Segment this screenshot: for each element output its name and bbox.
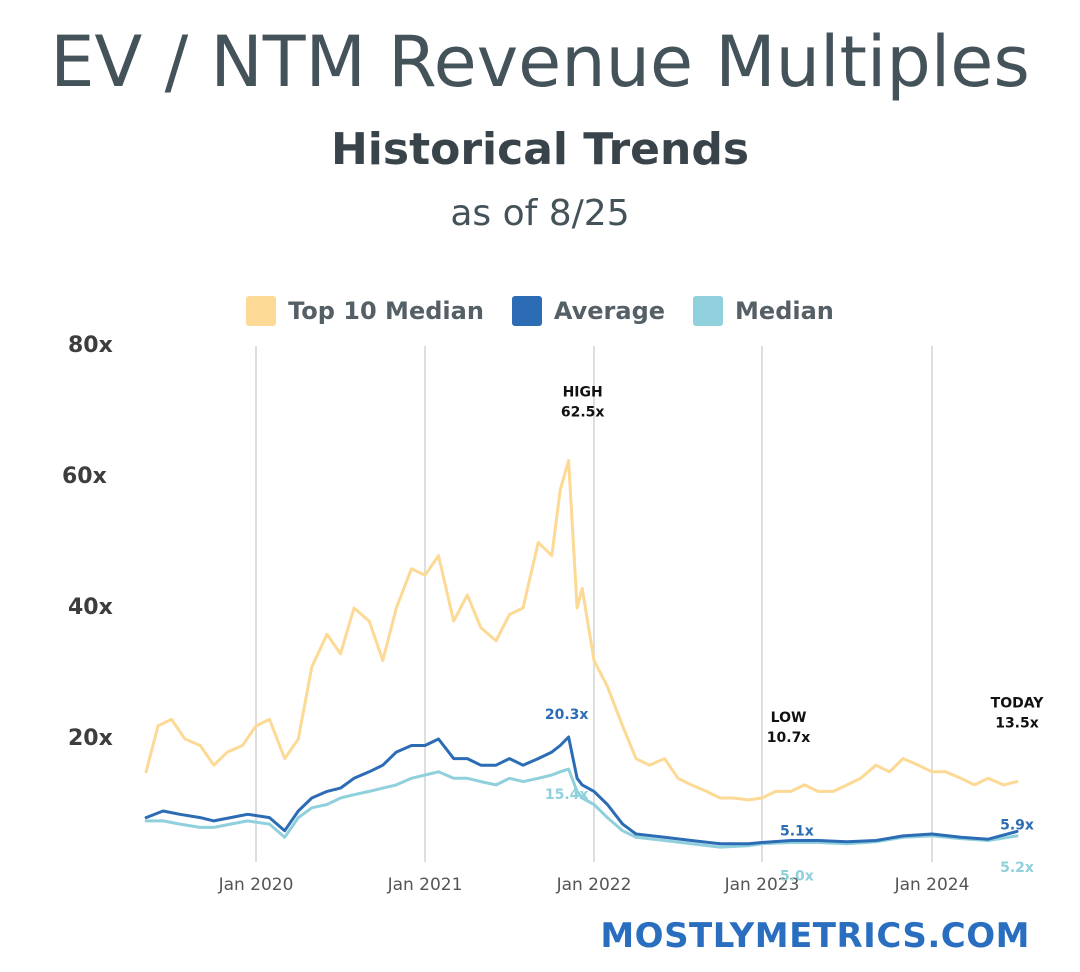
legend-item-average: Average <box>511 296 666 326</box>
x-tick-label-3: Jan 2023 <box>724 875 800 895</box>
legend-item-top10: Top 10 Median <box>246 296 484 326</box>
annotation-today-line-1: 13.5x <box>995 716 1039 732</box>
x-tick-label-2: Jan 2022 <box>556 875 632 895</box>
legend-swatch-average <box>511 296 542 326</box>
annotation-low-line-1: 10.7x <box>767 730 811 746</box>
page-title: EV / NTM Revenue Multiples <box>50 21 1030 103</box>
x-tick-label-0: Jan 2020 <box>218 875 294 895</box>
brand-watermark: MOSTLYMETRICS.COM <box>600 916 1030 956</box>
y-tick-label-1: 40x <box>68 595 113 620</box>
page-subtitle: Historical Trends <box>330 124 750 175</box>
annotation-today-line-0: TODAY <box>991 696 1045 712</box>
series-line-average <box>144 735 1019 846</box>
y-tick-label-3: 80x <box>68 333 113 358</box>
as-of-date: as of 8/25 <box>450 193 630 234</box>
y-tick-label-0: 20x <box>68 726 113 751</box>
annotation-med-high: 15.4x <box>545 787 589 803</box>
series-line-top10 <box>144 459 1019 802</box>
annotation-high-line-1: 62.5x <box>561 405 605 421</box>
legend-label-median: Median <box>735 297 834 325</box>
legend-swatch-median <box>693 296 724 326</box>
chart-legend: Top 10 Median Average Median <box>0 296 1080 326</box>
annotation-high-line-0: HIGH <box>563 385 603 401</box>
annotation-med-low: 5.0x <box>780 868 814 884</box>
annotation-avg-low: 5.1x <box>780 824 814 840</box>
x-tick-label-4: Jan 2024 <box>894 875 970 895</box>
annotation-low-line-0: LOW <box>771 710 807 726</box>
legend-label-average: Average <box>553 297 666 325</box>
legend-item-median: Median <box>693 296 834 326</box>
annotation-avg-today: 5.9x <box>1000 817 1034 833</box>
annotation-avg-high: 20.3x <box>545 707 589 723</box>
legend-swatch-top10 <box>246 296 277 326</box>
y-tick-label-2: 60x <box>62 464 107 489</box>
series-line-median <box>144 767 1019 849</box>
annotation-med-today: 5.2x <box>1000 860 1034 876</box>
legend-label-top10: Top 10 Median <box>288 297 484 325</box>
x-tick-label-1: Jan 2021 <box>387 875 463 895</box>
